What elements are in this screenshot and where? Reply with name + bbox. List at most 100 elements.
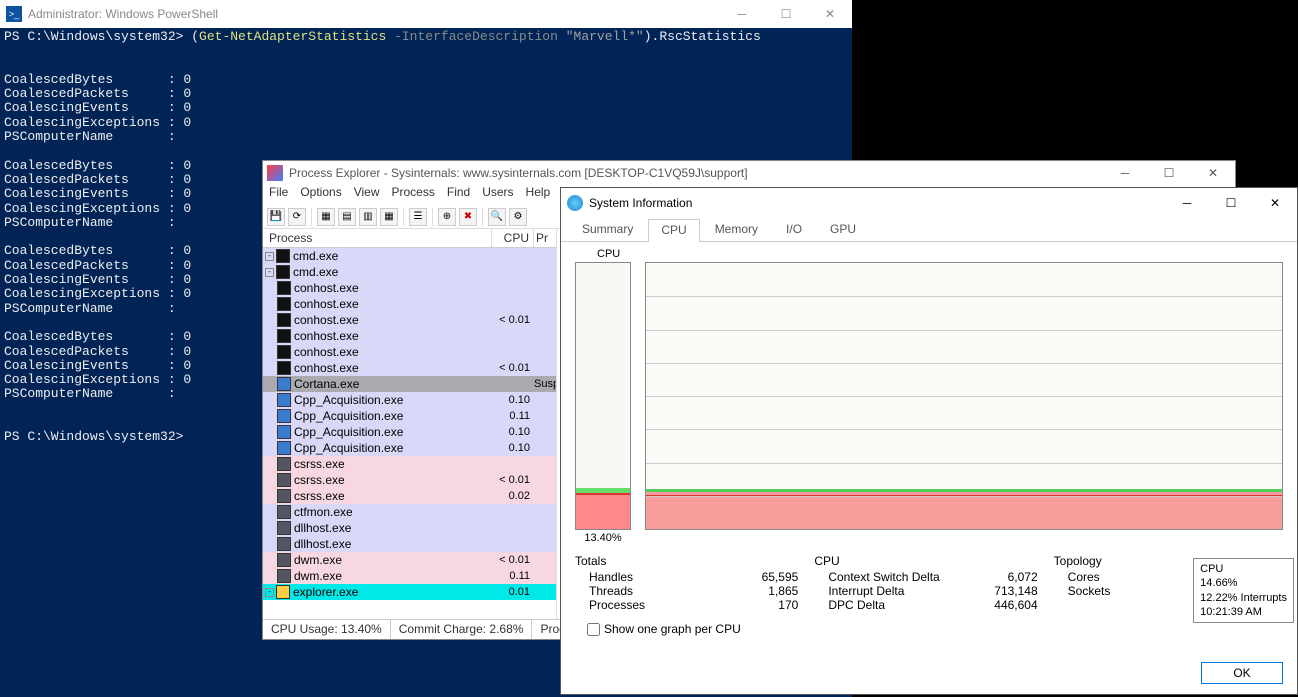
opt3-icon[interactable]: ▦ — [380, 208, 398, 226]
opt-icon[interactable]: ▤ — [338, 208, 356, 226]
col-process[interactable]: Process — [263, 229, 492, 247]
process-row[interactable]: Cortana.exeSusp... — [263, 376, 556, 392]
process-name: dwm.exe — [294, 553, 342, 567]
process-icon — [277, 553, 291, 567]
tab-summary[interactable]: Summary — [569, 218, 646, 241]
opt2-icon[interactable]: ▥ — [359, 208, 377, 226]
refresh-icon[interactable]: ⟳ — [288, 208, 306, 226]
process-explorer-icon — [267, 165, 283, 181]
process-row[interactable]: - cmd.exe — [263, 264, 556, 280]
process-icon — [277, 457, 291, 471]
process-name: conhost.exe — [294, 281, 359, 295]
stat-key: DPC Delta — [828, 598, 885, 612]
process-icon — [277, 313, 291, 327]
si-titlebar[interactable]: System Information ─ ☐ ✕ — [561, 188, 1297, 218]
process-row[interactable]: conhost.exe — [263, 296, 556, 312]
col-cpu[interactable]: CPU — [492, 229, 534, 247]
process-name: Cpp_Acquisition.exe — [294, 409, 403, 423]
sysinfo-icon — [567, 195, 583, 211]
process-name: cmd.exe — [293, 265, 338, 279]
menu-file[interactable]: File — [269, 185, 288, 205]
stat-row: Threads 1,865 — [575, 584, 804, 598]
menu-find[interactable]: Find — [447, 185, 470, 205]
col-pr[interactable]: Pr — [534, 229, 556, 247]
process-row[interactable]: ctfmon.exe — [263, 504, 556, 520]
powershell-icon: >_ — [6, 6, 22, 22]
expander-icon[interactable]: - — [265, 252, 274, 261]
ok-button[interactable]: OK — [1201, 662, 1283, 684]
process-row[interactable]: dwm.exe0.11 — [263, 568, 556, 584]
expander-icon[interactable]: - — [265, 268, 274, 277]
close-button[interactable]: ✕ — [1253, 188, 1297, 218]
process-row[interactable]: csrss.exe< 0.01 — [263, 472, 556, 488]
process-row[interactable]: dllhost.exe — [263, 520, 556, 536]
tab-i-o[interactable]: I/O — [773, 218, 815, 241]
tooltip-time: 10:21:39 AM — [1200, 605, 1287, 619]
minimize-button[interactable]: ─ — [1103, 161, 1147, 185]
stat-value: 1,865 — [768, 584, 798, 598]
sysinfo-icon[interactable]: ▦ — [317, 208, 335, 226]
cpu-meter — [575, 262, 631, 530]
stat-value: 446,604 — [994, 598, 1037, 612]
stat-key: Threads — [589, 584, 633, 598]
close-button[interactable]: ✕ — [808, 0, 852, 28]
process-row[interactable]: csrss.exe0.02 — [263, 488, 556, 504]
kill-icon[interactable]: ✖ — [459, 208, 477, 226]
process-row[interactable]: dllhost.exe — [263, 536, 556, 552]
close-button[interactable]: ✕ — [1191, 161, 1235, 185]
process-name: explorer.exe — [293, 585, 358, 599]
tab-memory[interactable]: Memory — [702, 218, 771, 241]
menu-options[interactable]: Options — [300, 185, 341, 205]
tooltip-title: CPU — [1200, 562, 1287, 576]
process-row[interactable]: conhost.exe< 0.01 — [263, 360, 556, 376]
per-cpu-checkbox[interactable] — [587, 623, 600, 636]
process-row[interactable]: Cpp_Acquisition.exe0.10 — [263, 424, 556, 440]
process-row[interactable]: conhost.exe< 0.01 — [263, 312, 556, 328]
tab-gpu[interactable]: GPU — [817, 218, 869, 241]
stat-value: 170 — [778, 598, 798, 612]
process-row[interactable]: csrss.exe — [263, 456, 556, 472]
process-row[interactable]: Cpp_Acquisition.exe0.10 — [263, 392, 556, 408]
process-tree: Process CPU Pr -cmd.exe-cmd.execonhost.e… — [263, 229, 557, 619]
dll-icon[interactable]: ⚙ — [509, 208, 527, 226]
maximize-button[interactable]: ☐ — [764, 0, 808, 28]
cpu-value: 0.10 — [492, 394, 534, 406]
menu-view[interactable]: View — [354, 185, 380, 205]
process-row[interactable]: -cmd.exe — [263, 248, 556, 264]
ps-titlebar[interactable]: >_ Administrator: Windows PowerShell ─ ☐… — [0, 0, 852, 28]
process-icon — [277, 473, 291, 487]
menu-users[interactable]: Users — [482, 185, 513, 205]
tree-icon[interactable]: ☰ — [409, 208, 427, 226]
process-row[interactable]: conhost.exe — [263, 344, 556, 360]
maximize-button[interactable]: ☐ — [1209, 188, 1253, 218]
menu-process[interactable]: Process — [392, 185, 435, 205]
stat-key: Processes — [589, 598, 645, 612]
process-icon — [277, 425, 291, 439]
process-icon — [277, 329, 291, 343]
process-row[interactable]: Cpp_Acquisition.exe0.11 — [263, 408, 556, 424]
stat-key: Interrupt Delta — [828, 584, 904, 598]
tab-cpu[interactable]: CPU — [648, 219, 699, 242]
minimize-button[interactable]: ─ — [720, 0, 764, 28]
ps-title: Administrator: Windows PowerShell — [28, 7, 218, 21]
process-row[interactable]: conhost.exe — [263, 328, 556, 344]
si-tabs: SummaryCPUMemoryI/OGPU — [561, 218, 1297, 242]
maximize-button[interactable]: ☐ — [1147, 161, 1191, 185]
process-row[interactable]: dwm.exe< 0.01 — [263, 552, 556, 568]
process-row[interactable]: conhost.exe — [263, 280, 556, 296]
find-icon[interactable]: 🔍 — [488, 208, 506, 226]
show-per-cpu-checkbox[interactable]: Show one graph per CPU — [575, 622, 1283, 636]
expander-icon[interactable]: - — [265, 588, 274, 597]
totals-heading: Totals — [575, 554, 804, 568]
process-icon — [277, 537, 291, 551]
process-name: Cpp_Acquisition.exe — [294, 441, 403, 455]
menu-help[interactable]: Help — [526, 185, 551, 205]
cpu-history-graph[interactable] — [645, 262, 1283, 530]
minimize-button[interactable]: ─ — [1165, 188, 1209, 218]
target-icon[interactable]: ⊕ — [438, 208, 456, 226]
save-icon[interactable]: 💾 — [267, 208, 285, 226]
pe-titlebar[interactable]: Process Explorer - Sysinternals: www.sys… — [263, 161, 1235, 185]
pe-title: Process Explorer - Sysinternals: www.sys… — [289, 166, 748, 180]
process-row[interactable]: -explorer.exe0.01 — [263, 584, 556, 600]
process-row[interactable]: Cpp_Acquisition.exe0.10 — [263, 440, 556, 456]
